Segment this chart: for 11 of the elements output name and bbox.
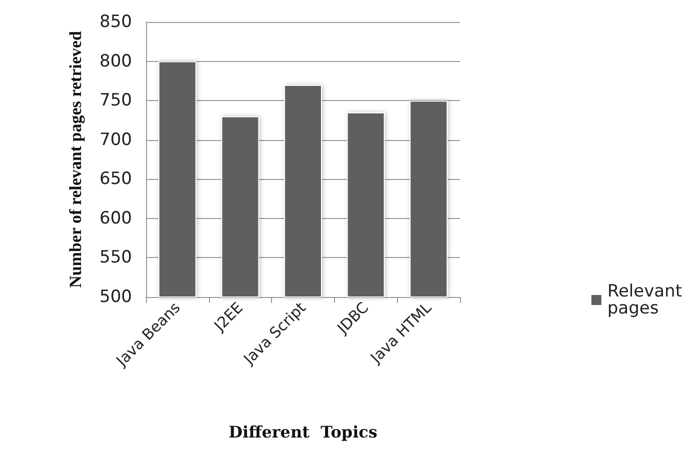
y-tick-label: 550 xyxy=(100,248,132,268)
y-tick-label: 850 xyxy=(100,12,132,32)
y-tick-label: 650 xyxy=(100,169,132,190)
y-axis-title: Number of relevant pages retrieved xyxy=(66,30,85,288)
y-tick-label: 700 xyxy=(100,130,132,150)
y-tick-label: 750 xyxy=(100,90,132,111)
x-axis-title: Different Topics xyxy=(228,422,378,442)
y-tick-label: 600 xyxy=(100,208,132,228)
legend-label: Relevant pages xyxy=(607,282,682,318)
y-tick-label: 500 xyxy=(100,287,132,307)
y-tick-label: 800 xyxy=(100,51,132,72)
